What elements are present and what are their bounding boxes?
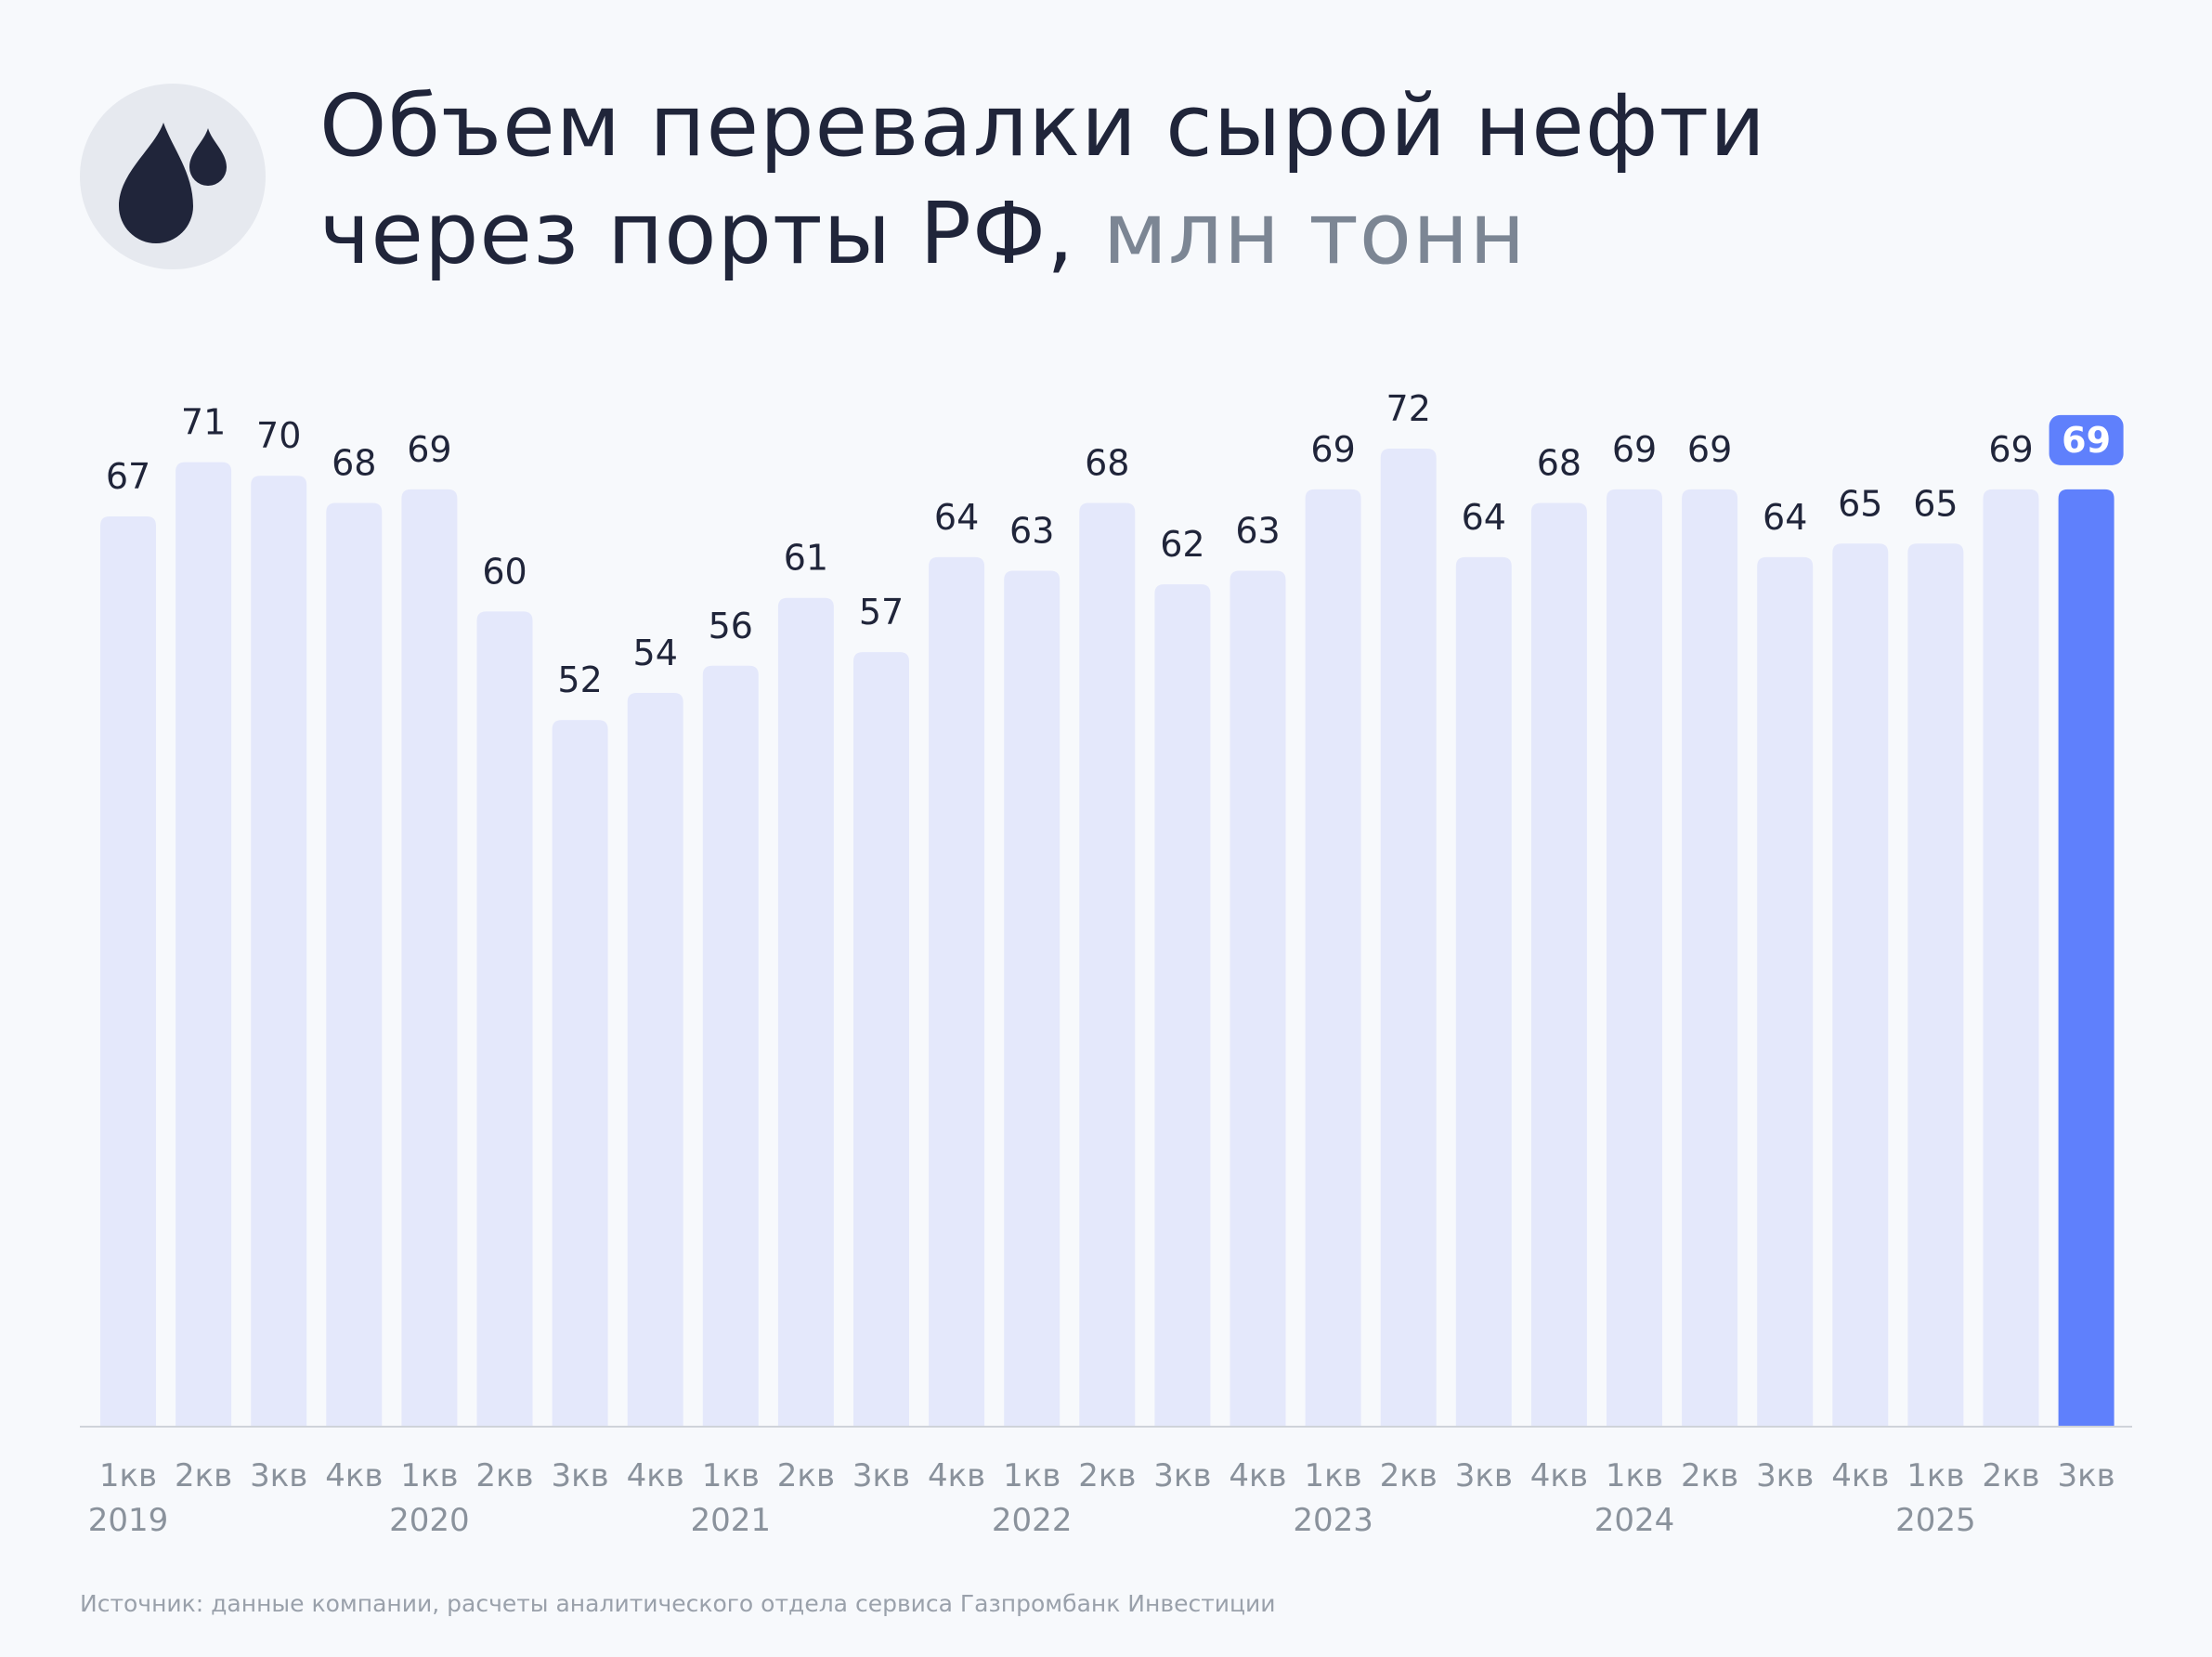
bar — [702, 665, 759, 1426]
bar — [552, 720, 608, 1426]
data-label: 63 — [1235, 511, 1280, 552]
x-tick-label: 4кв — [627, 1457, 684, 1494]
x-tick-label: 1кв — [1003, 1457, 1060, 1494]
title-line-1: Объем перевалки сырой нефти — [319, 76, 1766, 176]
data-label: 63 — [1009, 511, 1054, 552]
data-label: 68 — [1085, 442, 1129, 483]
x-year-label: 2025 — [1895, 1502, 1976, 1539]
data-label: 69 — [407, 429, 451, 470]
x-tick-label: 3кв — [1756, 1457, 1814, 1494]
x-tick-label: 4кв — [928, 1457, 985, 1494]
data-label: 65 — [1913, 483, 1958, 524]
bar — [1004, 570, 1060, 1426]
x-tick-label: 2кв — [777, 1457, 835, 1494]
bar — [1455, 556, 1512, 1426]
bar — [326, 502, 383, 1426]
bar — [1757, 556, 1814, 1426]
bar — [1907, 543, 1964, 1426]
data-label: 72 — [1386, 388, 1431, 429]
bar — [1832, 543, 1889, 1426]
data-label: 67 — [106, 456, 150, 497]
data-label: 61 — [784, 538, 828, 579]
x-tick-label: 1кв — [1906, 1457, 1964, 1494]
bar — [1682, 489, 1738, 1426]
icon-badge — [80, 84, 266, 269]
x-tick-label: 2кв — [1982, 1457, 2039, 1494]
bar — [476, 611, 533, 1426]
oil-drops-icon — [119, 123, 227, 243]
x-year-label: 2024 — [1594, 1502, 1675, 1539]
bar — [1983, 489, 2039, 1426]
bar — [2058, 489, 2114, 1426]
bar — [853, 652, 909, 1426]
bar — [1380, 449, 1437, 1426]
x-tick-label: 2кв — [175, 1457, 232, 1494]
bar — [777, 597, 834, 1426]
bar — [1607, 489, 1662, 1426]
bar — [401, 489, 458, 1426]
data-label: 54 — [633, 633, 678, 673]
x-tick-label: 1кв — [702, 1457, 760, 1494]
title-unit: млн тонн — [1102, 184, 1527, 283]
x-year-label: 2023 — [1293, 1502, 1373, 1539]
x-year-label: 2019 — [88, 1502, 169, 1539]
bar — [1230, 570, 1286, 1426]
data-label: 65 — [1838, 483, 1882, 524]
bar — [1305, 489, 1361, 1426]
x-tick-label: 2кв — [1681, 1457, 1738, 1494]
bar — [1154, 584, 1211, 1426]
bar — [627, 693, 683, 1426]
x-tick-label: 4кв — [1530, 1457, 1588, 1494]
x-year-label: 2020 — [389, 1502, 470, 1539]
data-label: 69 — [1612, 429, 1657, 470]
x-tick-label: 2кв — [1380, 1457, 1438, 1494]
data-label: 62 — [1160, 524, 1204, 565]
x-tick-label: 4кв — [1831, 1457, 1889, 1494]
data-label: 56 — [709, 606, 753, 646]
data-label: 64 — [934, 497, 979, 538]
x-tick-label: 3кв — [1153, 1457, 1211, 1494]
x-tick-label: 3кв — [250, 1457, 307, 1494]
data-label: 60 — [482, 551, 527, 592]
data-label: 69 — [2062, 420, 2111, 461]
data-label: 71 — [181, 402, 226, 443]
x-tick-label: 1кв — [1606, 1457, 1663, 1494]
title-line-2: через порты РФ, — [319, 184, 1075, 283]
x-tick-label: 3кв — [852, 1457, 910, 1494]
x-tick-label: 2кв — [475, 1457, 533, 1494]
x-tick-label: 1кв — [400, 1457, 458, 1494]
x-tick-label: 4кв — [325, 1457, 383, 1494]
bar — [929, 556, 985, 1426]
data-label: 69 — [1310, 429, 1355, 470]
bar — [1079, 502, 1136, 1426]
data-label: 68 — [1537, 442, 1581, 483]
bar — [176, 462, 232, 1427]
data-label: 64 — [1462, 497, 1506, 538]
bar — [1530, 502, 1587, 1426]
x-tick-label: 3кв — [1455, 1457, 1513, 1494]
source-note: Источник: данные компании, расчеты анали… — [80, 1590, 1276, 1617]
data-label: 70 — [256, 415, 301, 456]
x-year-label: 2022 — [992, 1502, 1073, 1539]
x-tick-label: 2кв — [1078, 1457, 1136, 1494]
chart-title: Объем перевалки сырой нефти через порты … — [319, 72, 1766, 288]
data-label: 52 — [557, 659, 602, 700]
data-label: 57 — [859, 592, 904, 633]
data-label: 69 — [1687, 429, 1732, 470]
x-tick-label: 3кв — [2057, 1457, 2114, 1494]
x-tick-label: 1кв — [99, 1457, 157, 1494]
data-label: 69 — [1988, 429, 2033, 470]
data-label: 68 — [332, 442, 376, 483]
x-year-label: 2021 — [691, 1502, 772, 1539]
bar — [251, 476, 307, 1426]
data-label: 64 — [1763, 497, 1807, 538]
bar — [100, 516, 156, 1426]
x-tick-label: 3кв — [551, 1457, 608, 1494]
highlight-value-badge — [2049, 414, 2124, 465]
x-tick-label: 4кв — [1229, 1457, 1286, 1494]
x-tick-label: 1кв — [1304, 1457, 1361, 1494]
